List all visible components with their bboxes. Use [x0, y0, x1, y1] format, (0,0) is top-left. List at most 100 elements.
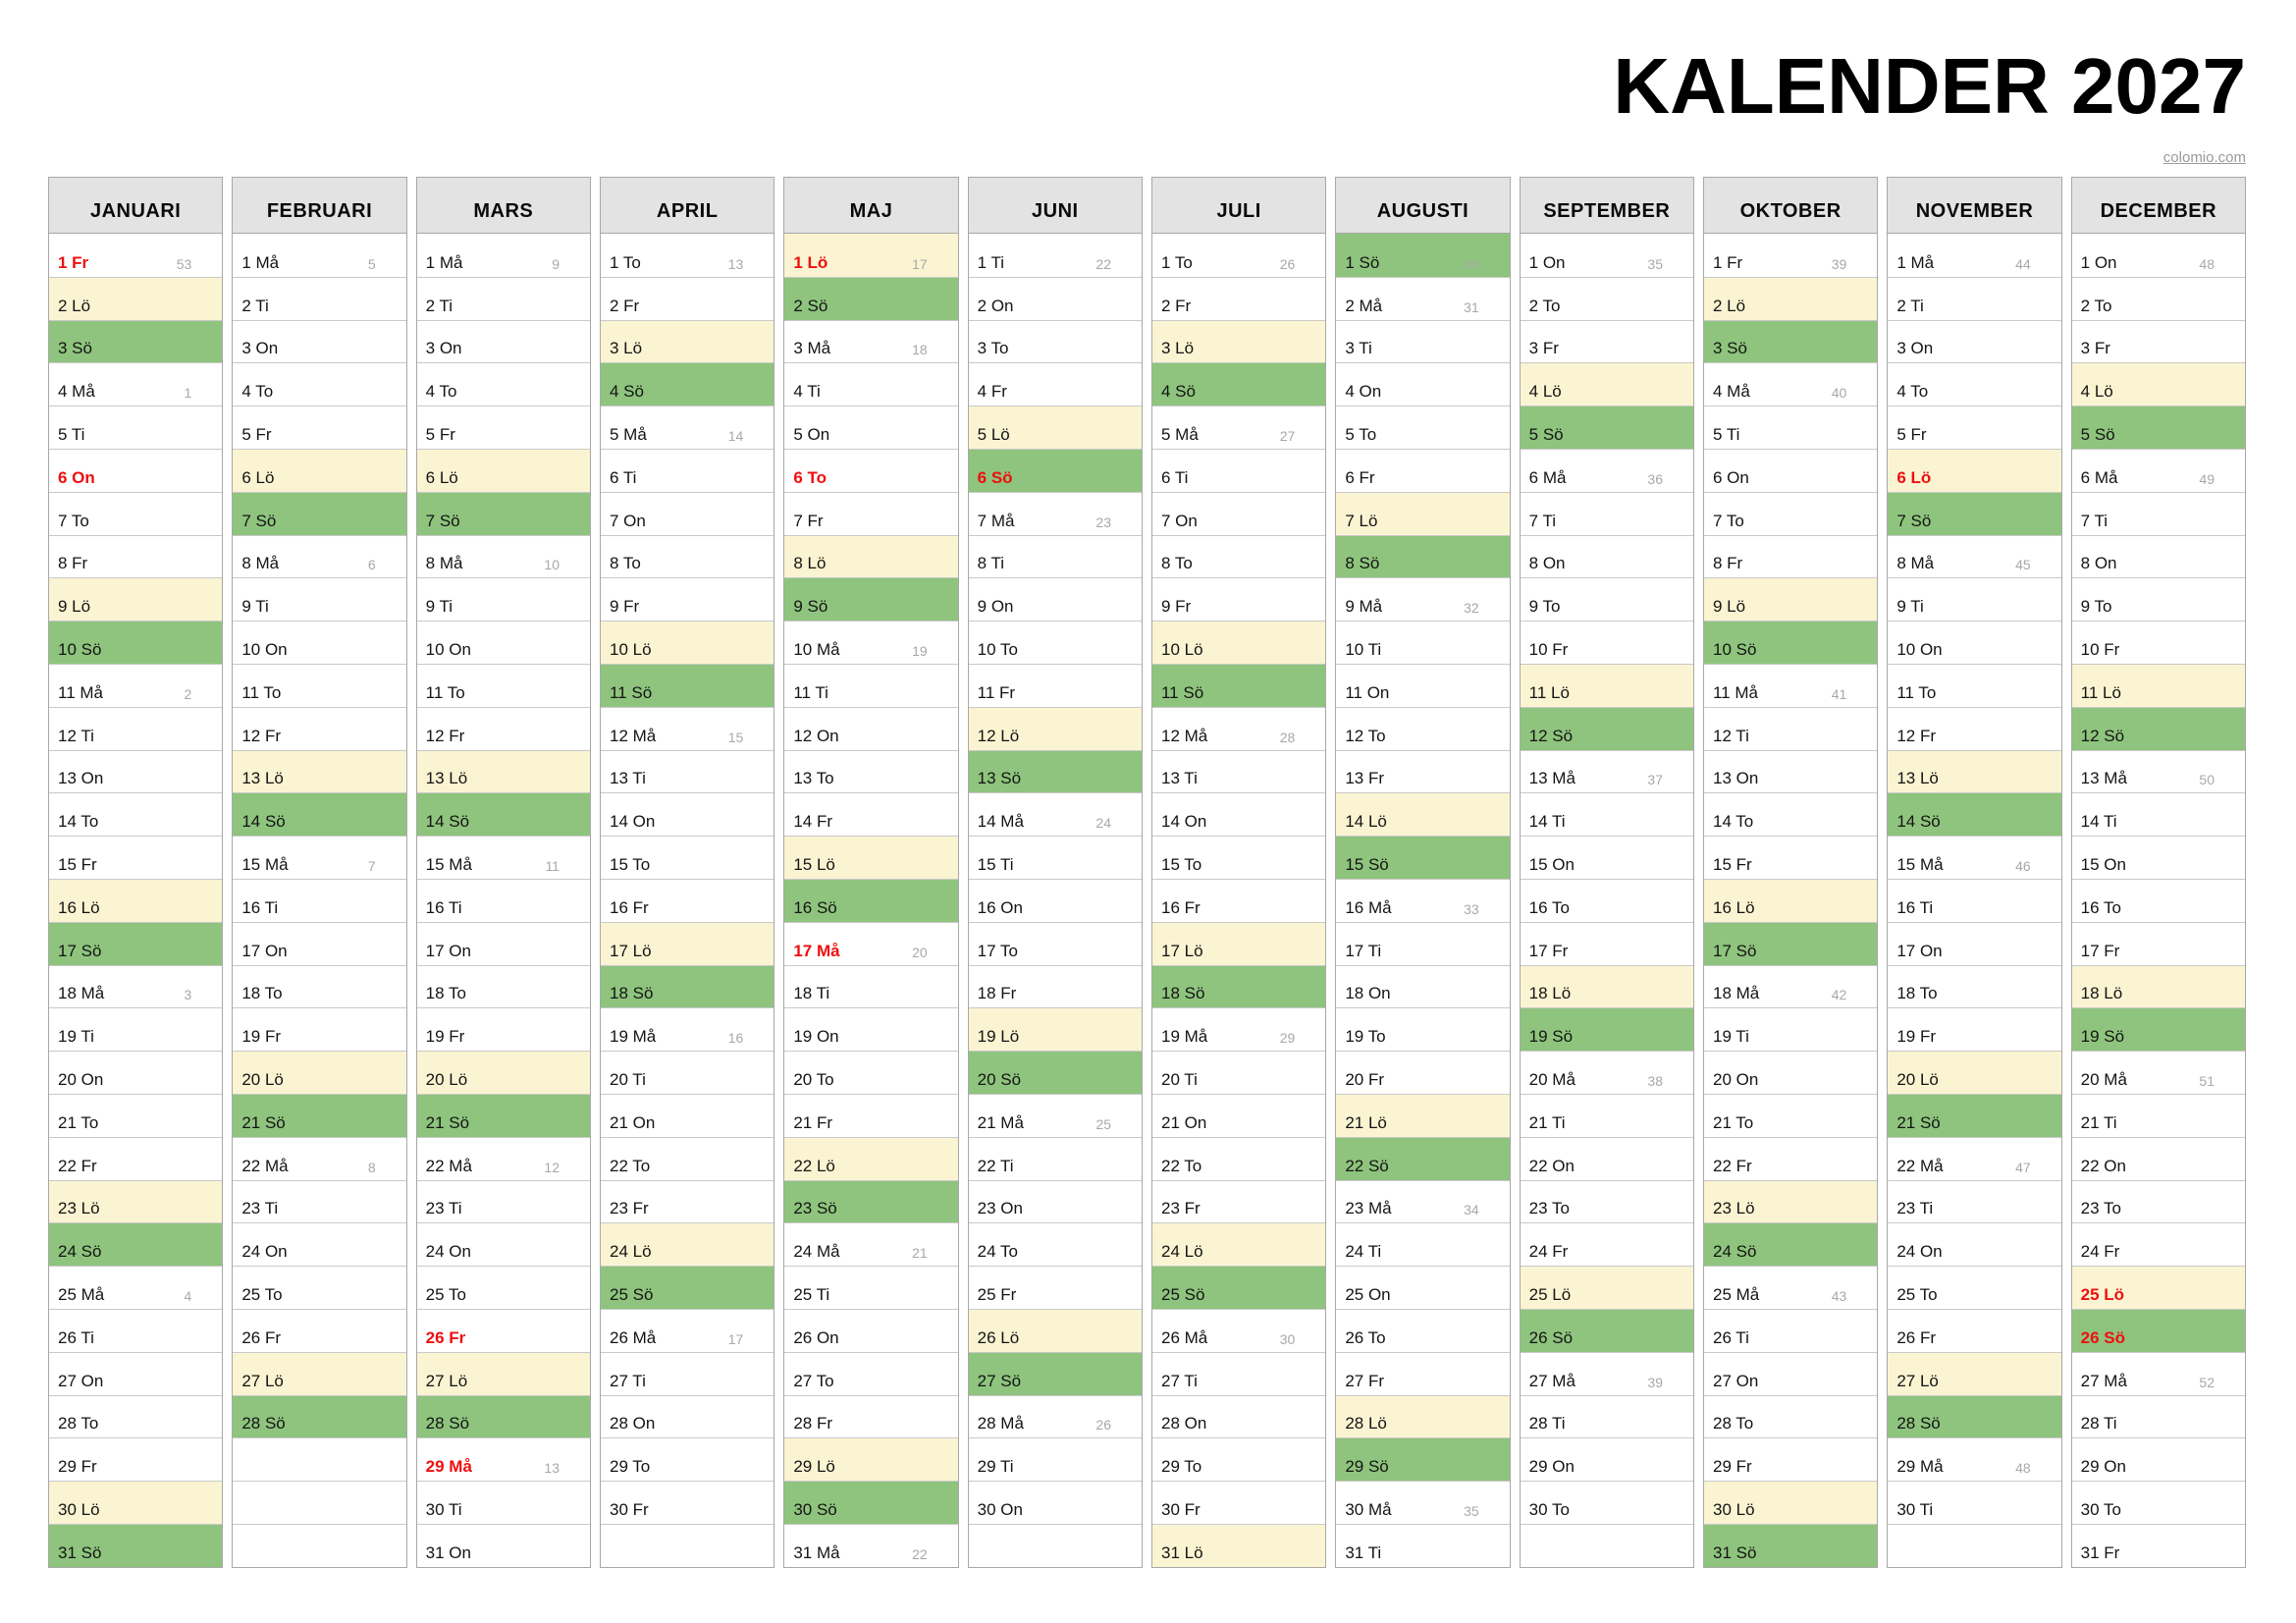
day-cell-augusti-22: 22 Sö — [1336, 1136, 1510, 1180]
day-cell-juni-28: 28 Må 26 — [968, 1394, 1142, 1438]
day-cell-juli-4: 4 Sö — [1151, 362, 1326, 406]
day-label: 23 Fr — [609, 1199, 649, 1218]
day-cell-februari-17: 17 On — [233, 921, 406, 965]
day-label: 6 To — [793, 467, 828, 487]
day-label: 30 Ti — [1896, 1499, 1934, 1519]
day-label: 17 Sö — [1712, 941, 1757, 960]
day-cell-januari-7: 7 To — [49, 491, 223, 535]
day-cell-maj-19: 19 On — [784, 1007, 958, 1052]
day-label: 30 Sö — [793, 1499, 837, 1519]
day-cell-april-12: 12 Må 15 — [600, 706, 774, 750]
day-cell-juni-25: 25 Fr — [968, 1266, 1142, 1309]
day-cell-november-4: 4 To — [1888, 362, 2061, 406]
day-label: 22 Ti — [977, 1156, 1014, 1175]
day-cell-april-14: 14 On — [600, 792, 774, 837]
day-label: 28 Lö — [1345, 1414, 1387, 1434]
day-cell-september-5: 5 Sö — [1520, 406, 1693, 449]
day-cell-mars-11: 11 To — [416, 663, 590, 707]
day-label: 7 Ti — [1528, 511, 1557, 530]
day-label: 5 Sö — [2080, 424, 2115, 444]
day-cell-december-13: 13 Må 50 — [2071, 749, 2245, 793]
day-cell-november-13: 13 Lö — [1888, 749, 2061, 793]
day-label: 4 Må — [58, 382, 95, 402]
day-label: 5 Må — [1160, 424, 1199, 444]
day-cell-maj-31: 31 Må 22 — [784, 1523, 958, 1567]
day-label: 22 To — [1160, 1156, 1202, 1175]
day-label: 2 On — [977, 296, 1014, 315]
day-cell-oktober-11: 11 Må 41 — [1703, 663, 1878, 707]
day-cell-september-9: 9 To — [1520, 577, 1693, 622]
day-label: 21 Sö — [241, 1112, 286, 1132]
day-label: 16 To — [1528, 897, 1570, 917]
day-cell-augusti-8: 8 Sö — [1336, 534, 1510, 578]
watermark-link[interactable]: colomio.com — [2163, 149, 2246, 166]
day-label: 15 Må — [1896, 854, 1944, 874]
day-label: 10 On — [425, 639, 471, 659]
day-label: 24 On — [241, 1242, 288, 1262]
day-cell-december-7: 7 Ti — [2071, 491, 2245, 535]
day-cell-april-27: 27 Ti — [600, 1351, 774, 1395]
week-number: 37 — [1647, 772, 1663, 788]
day-label: 13 Lö — [1896, 769, 1939, 788]
day-cell-oktober-24: 24 Sö — [1703, 1222, 1878, 1267]
day-label: 17 Lö — [1160, 941, 1203, 960]
empty-cell — [233, 1523, 406, 1567]
day-label: 1 On — [2080, 252, 2117, 272]
day-cell-november-9: 9 Ti — [1888, 577, 2061, 622]
day-cell-december-23: 23 To — [2071, 1179, 2245, 1223]
day-cell-mars-16: 16 Ti — [416, 878, 590, 922]
day-cell-januari-20: 20 On — [49, 1051, 223, 1094]
day-cell-januari-23: 23 Lö — [49, 1179, 223, 1223]
day-label: 5 Lö — [977, 424, 1010, 444]
day-label: 16 Fr — [609, 897, 649, 917]
day-label: 3 On — [425, 339, 462, 358]
day-cell-augusti-20: 20 Fr — [1336, 1051, 1510, 1094]
day-label: 30 Lö — [58, 1499, 100, 1519]
week-number: 4 — [184, 1287, 192, 1304]
day-cell-april-6: 6 Ti — [600, 448, 774, 492]
day-cell-februari-7: 7 Sö — [233, 491, 406, 535]
day-cell-juli-29: 29 To — [1151, 1437, 1326, 1482]
day-label: 20 Lö — [1896, 1069, 1939, 1089]
day-cell-juli-17: 17 Lö — [1151, 921, 1326, 965]
day-label: 29 Må — [1896, 1457, 1944, 1477]
day-label: 26 Sö — [1528, 1327, 1574, 1347]
day-cell-februari-3: 3 On — [233, 319, 406, 363]
week-number: 32 — [1464, 600, 1479, 617]
day-cell-juni-20: 20 Sö — [968, 1051, 1142, 1094]
day-label: 25 Må — [1712, 1284, 1760, 1304]
day-cell-april-21: 21 On — [600, 1093, 774, 1137]
day-label: 1 Sö — [1345, 252, 1380, 272]
day-cell-maj-9: 9 Sö — [784, 577, 958, 622]
day-cell-april-11: 11 Sö — [600, 663, 774, 707]
day-label: 12 Ti — [1712, 726, 1749, 745]
week-number: 2 — [184, 685, 192, 702]
day-cell-mars-18: 18 To — [416, 964, 590, 1008]
day-label: 15 To — [609, 854, 651, 874]
day-label: 18 Ti — [793, 984, 830, 1003]
day-label: 20 Må — [1528, 1069, 1575, 1089]
day-label: 6 Lö — [1896, 467, 1932, 487]
day-label: 19 Lö — [977, 1027, 1020, 1047]
day-cell-februari-28: 28 Sö — [233, 1394, 406, 1438]
day-label: 19 Sö — [2080, 1027, 2125, 1047]
day-label: 13 Lö — [241, 769, 284, 788]
day-label: 6 On — [58, 467, 95, 487]
day-label: 21 Fr — [793, 1112, 833, 1132]
empty-cell — [233, 1481, 406, 1524]
day-label: 4 To — [1896, 382, 1929, 402]
day-cell-april-26: 26 Må 17 — [600, 1308, 774, 1352]
day-label: 24 Sö — [58, 1242, 102, 1262]
day-cell-november-8: 8 Må 45 — [1888, 534, 2061, 578]
week-number: 24 — [1095, 815, 1111, 832]
day-cell-januari-8: 8 Fr — [49, 534, 223, 578]
day-label: 26 Lö — [977, 1327, 1020, 1347]
day-label: 9 To — [2080, 597, 2112, 617]
week-number: 49 — [2199, 470, 2215, 487]
month-header: FEBRUARI — [233, 178, 406, 234]
day-label: 21 Sö — [425, 1112, 470, 1132]
day-label: 12 Lö — [977, 726, 1020, 745]
day-label: 4 Lö — [1528, 382, 1562, 402]
day-label: 8 To — [609, 554, 641, 573]
day-cell-januari-10: 10 Sö — [49, 621, 223, 664]
